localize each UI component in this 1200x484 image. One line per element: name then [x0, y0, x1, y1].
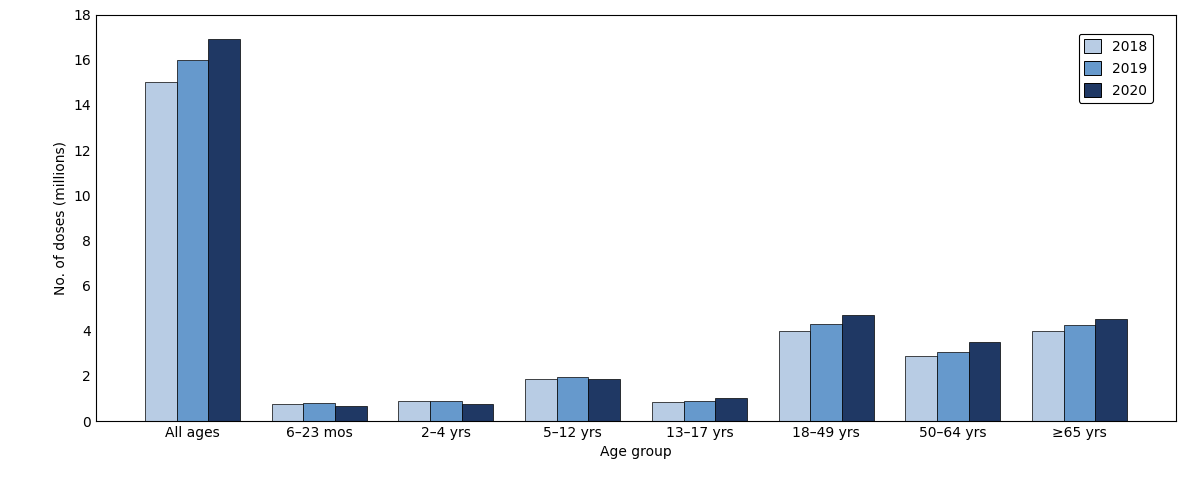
Bar [1063, 325, 1096, 421]
Bar [652, 402, 684, 421]
Legend: 2018, 2019, 2020: 2018, 2019, 2020 [1079, 34, 1153, 103]
Bar [810, 324, 842, 421]
Bar [209, 39, 240, 421]
Bar [398, 401, 430, 421]
Bar [145, 82, 176, 421]
Bar [526, 379, 557, 421]
Bar [462, 404, 493, 421]
Bar [968, 342, 1001, 421]
Bar [715, 398, 746, 421]
Bar [1032, 331, 1063, 421]
Bar [842, 315, 874, 421]
X-axis label: Age group: Age group [600, 445, 672, 459]
Bar [779, 331, 810, 421]
Bar [588, 379, 620, 421]
Bar [271, 404, 304, 421]
Bar [176, 60, 209, 421]
Bar [304, 403, 335, 421]
Bar [937, 352, 968, 421]
Bar [905, 356, 937, 421]
Y-axis label: No. of doses (millions): No. of doses (millions) [54, 141, 68, 295]
Bar [684, 401, 715, 421]
Bar [335, 407, 367, 421]
Bar [430, 401, 462, 421]
Bar [557, 377, 588, 421]
Bar [1096, 319, 1127, 421]
